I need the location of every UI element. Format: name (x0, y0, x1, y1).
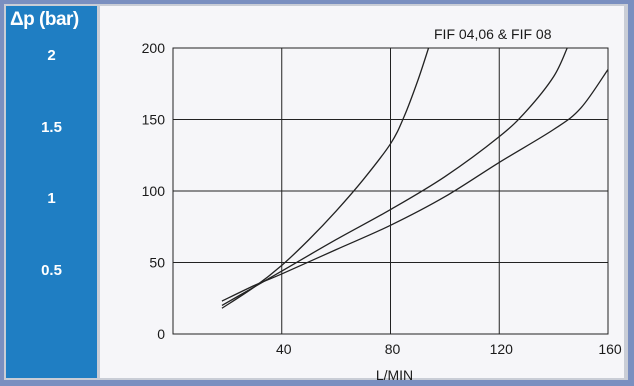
pressure-axis-panel (6, 6, 97, 378)
x-tick-label: 160 (598, 341, 622, 357)
pressure-axis-title: Δp (bar) (10, 9, 79, 30)
pressure-tick-label: 2 (47, 47, 56, 64)
pressure-tick-label: 1.5 (41, 118, 62, 136)
x-tick-label: 80 (385, 341, 401, 357)
series-line-1 (221, 47, 430, 309)
y-tick-label: 200 (142, 40, 166, 56)
chart-title: FIF 04,06 & FIF 08 (434, 26, 552, 42)
pressure-tick-label: 0.5 (41, 261, 62, 279)
plot-area (100, 6, 624, 378)
x-tick-label: 120 (490, 341, 514, 357)
y-tick-label: 150 (142, 112, 166, 128)
y-tick-label: 100 (142, 183, 166, 199)
y-tick-label: 0 (157, 326, 165, 342)
series-line-2 (221, 47, 568, 306)
y-tick-label: 50 (149, 255, 165, 271)
x-axis-label: L/MIN (376, 367, 413, 383)
x-tick-label: 40 (276, 341, 292, 357)
pressure-tick-label: 1 (47, 190, 56, 207)
series-line-3 (221, 69, 609, 302)
